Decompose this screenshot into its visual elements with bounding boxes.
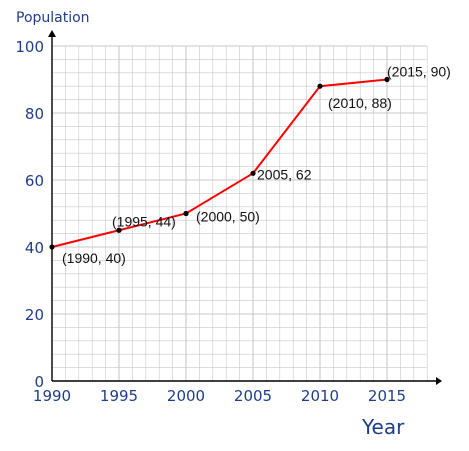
point-label: (2015, 90) [387,64,451,80]
x-tick-label: 1995 [100,387,138,405]
point-label: (2000, 50) [196,209,260,225]
data-point [49,244,55,250]
y-axis-label: Population [16,10,90,26]
x-axis-label: Year [361,415,405,439]
chart-tick-labels: 1990 1995 2000 2005 2010 2015 0 20 40 60 80 100 [15,38,406,405]
y-tick-label: 0 [34,373,44,391]
y-tick-label: 100 [15,38,44,56]
y-tick-label: 40 [25,239,44,257]
y-tick-label: 20 [25,306,44,324]
x-axis-arrow-icon [436,377,442,385]
y-tick-label: 60 [25,172,44,190]
chart-grid [51,45,428,382]
y-tick-label: 80 [25,105,44,123]
chart-point-labels: (1990, 40) (1995, 44) (2000, 50) 2005, 62 (2… [62,64,451,267]
x-tick-label: 2005 [234,387,272,405]
population-series-line [51,78,388,248]
data-point [384,76,390,83]
data-point [317,83,323,89]
data-point [116,227,122,233]
point-label: (1990, 40) [62,250,126,266]
data-point [250,170,256,176]
chart-axes [48,30,442,385]
point-label: 2005, 62 [257,166,312,182]
point-label: (1995, 44) [112,213,176,229]
data-point [183,210,189,217]
y-axis-arrow-icon [48,30,56,37]
x-tick-label: 1990 [33,387,71,405]
chart-series [49,76,390,250]
x-tick-label: 2000 [167,387,205,405]
point-label: (2010, 88) [328,95,392,111]
x-tick-label: 2010 [301,387,339,405]
x-tick-label: 2015 [368,387,406,405]
